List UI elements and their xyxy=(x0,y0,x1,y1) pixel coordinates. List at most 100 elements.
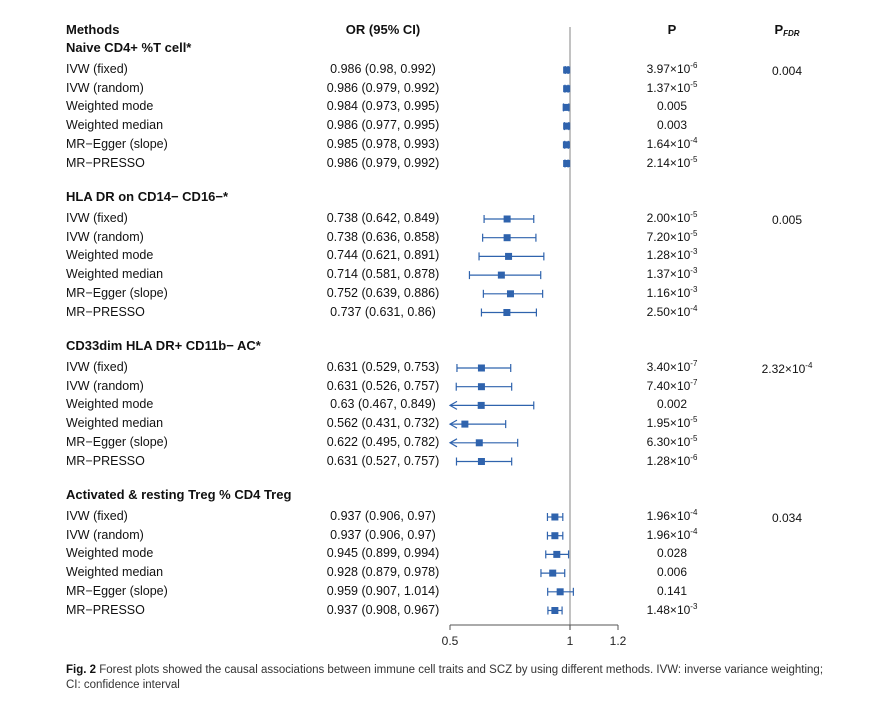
p-value: 1.37×10-5 xyxy=(646,79,698,95)
method-label: MR−PRESSO xyxy=(66,453,145,468)
method-label: MR−Egger (slope) xyxy=(66,434,168,449)
pfdr-value: 0.005 xyxy=(771,213,803,227)
or-ci-value: 0.928 (0.879, 0.978) xyxy=(326,565,440,580)
or-ci-value: 0.986 (0.977, 0.995) xyxy=(326,118,440,133)
or-ci-value: 0.986 (0.979, 0.992) xyxy=(326,155,440,170)
or-ci-value: 0.631 (0.529, 0.753) xyxy=(326,360,440,374)
method-label: Weighted median xyxy=(66,416,164,431)
or-ci-value: 0.986 (0.98, 0.992) xyxy=(330,62,436,76)
method-label: IVW (fixed) xyxy=(66,509,128,523)
x-tick-label: 1 xyxy=(567,634,574,648)
p-value: 2.00×10-5 xyxy=(646,210,698,226)
method-label: Weighted median xyxy=(66,118,164,133)
method-label: IVW (fixed) xyxy=(66,211,128,225)
p-value: 7.40×10-7 xyxy=(646,377,698,393)
or-ci-value: 0.738 (0.642, 0.849) xyxy=(326,211,440,225)
or-ci-value: 0.937 (0.906, 0.97) xyxy=(330,509,436,523)
method-label: MR−Egger (slope) xyxy=(66,285,168,300)
or-point-marker xyxy=(563,160,571,167)
method-label: IVW (random) xyxy=(66,80,144,95)
or-ci-value: 0.945 (0.899, 0.994) xyxy=(326,546,440,561)
pfdr-column-header: PFDR xyxy=(774,22,800,38)
or-ci-value: 0.744 (0.621, 0.891) xyxy=(326,248,440,263)
or-point-marker xyxy=(551,607,559,614)
or-point-marker xyxy=(563,122,571,130)
or-ci-value: 0.737 (0.631, 0.86) xyxy=(330,304,436,319)
x-tick-label: 1.2 xyxy=(610,634,627,648)
or-point-marker xyxy=(503,309,511,316)
method-label: IVW (fixed) xyxy=(66,62,128,76)
group-title: Naive CD4+ %T cell* xyxy=(66,40,192,55)
p-value: 1.48×10-3 xyxy=(646,601,698,617)
ci-arrow xyxy=(448,419,458,429)
method-label: Weighted median xyxy=(66,267,164,282)
or-point-marker xyxy=(477,458,485,465)
or-point-marker xyxy=(477,401,485,409)
pfdr-value: 0.034 xyxy=(771,511,803,525)
method-label: IVW (random) xyxy=(66,527,144,542)
group-title: Activated & resting Treg % CD4 Treg xyxy=(66,487,292,502)
method-label: MR−Egger (slope) xyxy=(66,136,168,151)
or-ci-value: 0.562 (0.431, 0.732) xyxy=(326,416,440,431)
pfdr-value: 0.004 xyxy=(771,64,803,78)
or-ci-value: 0.752 (0.639, 0.886) xyxy=(326,285,440,300)
or-ci-value: 0.984 (0.973, 0.995) xyxy=(326,99,440,114)
method-label: IVW (random) xyxy=(66,378,144,393)
or-ci-value: 0.937 (0.906, 0.97) xyxy=(330,527,436,542)
or-point-marker xyxy=(551,532,559,540)
or-point-marker xyxy=(563,66,571,74)
p-value: 0.005 xyxy=(656,99,688,114)
p-value: 1.64×10-4 xyxy=(646,135,698,151)
p-value: 6.30×10-5 xyxy=(646,433,698,449)
p-value: 1.96×10-4 xyxy=(646,526,698,542)
or-ci-value: 0.937 (0.908, 0.967) xyxy=(326,602,440,617)
method-label: Weighted mode xyxy=(66,546,154,561)
p-value: 1.95×10-5 xyxy=(646,415,698,431)
or-ci-value: 0.631 (0.526, 0.757) xyxy=(326,378,440,393)
or-point-marker xyxy=(461,420,469,428)
method-label: IVW (fixed) xyxy=(66,360,128,374)
figure-caption: Fig. 2 Forest plots showed the causal as… xyxy=(66,664,824,691)
or-point-marker xyxy=(562,103,570,111)
method-label: Weighted mode xyxy=(66,248,154,263)
or-ci-value: 0.631 (0.527, 0.757) xyxy=(326,453,440,468)
forest-plot: 0.5 1 1.2 xyxy=(442,27,627,648)
p-column-header: P xyxy=(667,22,677,37)
p-value: 0.141 xyxy=(656,583,688,598)
or-point-marker xyxy=(563,85,571,93)
p-value: 0.002 xyxy=(656,397,688,412)
p-value: 1.28×10-6 xyxy=(646,452,698,468)
p-value: 2.50×10-4 xyxy=(646,303,698,319)
p-value: 0.028 xyxy=(656,546,688,561)
or-point-marker xyxy=(475,439,483,447)
p-value: 3.40×10-7 xyxy=(646,359,698,375)
or-point-marker xyxy=(553,550,561,558)
or-ci-value: 0.959 (0.907, 1.014) xyxy=(326,583,440,598)
method-label: Weighted mode xyxy=(66,99,154,114)
p-value: 1.16×10-3 xyxy=(646,284,698,300)
or-ci-value: 0.986 (0.979, 0.992) xyxy=(326,80,440,95)
methods-column-header: Methods xyxy=(66,22,120,37)
group-title: HLA DR on CD14− CD16−* xyxy=(66,189,229,204)
ci-arrow xyxy=(448,400,458,410)
or-point-marker xyxy=(505,252,513,260)
method-label: IVW (random) xyxy=(66,229,144,244)
p-value: 3.97×10-6 xyxy=(646,61,698,77)
or-point-marker xyxy=(549,569,557,577)
p-value: 2.14×10-5 xyxy=(646,154,698,170)
or-point-marker xyxy=(477,383,485,391)
or-ci-value: 0.714 (0.581, 0.878) xyxy=(326,267,440,282)
pfdr-value: 2.32×10-4 xyxy=(761,361,813,377)
or-column-header: OR (95% CI) xyxy=(345,22,421,37)
p-value: 1.96×10-4 xyxy=(646,508,698,524)
method-label: Weighted median xyxy=(66,565,164,580)
method-label: MR−Egger (slope) xyxy=(66,583,168,598)
or-point-marker xyxy=(551,513,559,521)
p-value: 1.28×10-3 xyxy=(646,247,698,263)
or-ci-value: 0.985 (0.978, 0.993) xyxy=(326,136,440,151)
x-tick-label: 0.5 xyxy=(442,634,459,648)
or-ci-value: 0.738 (0.636, 0.858) xyxy=(326,229,440,244)
p-value: 7.20×10-5 xyxy=(646,228,698,244)
p-value: 0.003 xyxy=(656,118,688,133)
or-ci-value: 0.622 (0.495, 0.782) xyxy=(326,434,440,449)
